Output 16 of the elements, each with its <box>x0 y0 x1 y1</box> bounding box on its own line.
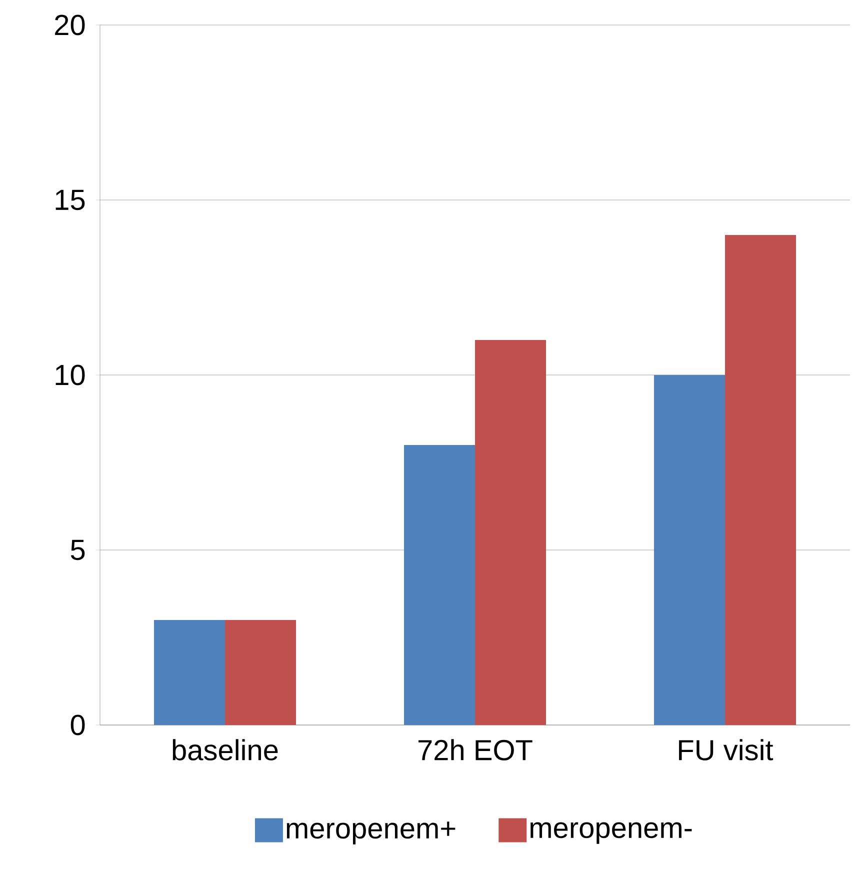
bar <box>654 375 726 725</box>
x-tick-label: baseline <box>172 739 278 760</box>
bar <box>404 444 476 725</box>
bar <box>225 620 296 725</box>
x-tick-label: FU visit <box>679 739 774 760</box>
y-tick-label: 5 <box>70 540 85 560</box>
bar <box>475 340 546 725</box>
bar <box>154 620 225 725</box>
bar <box>725 234 796 725</box>
y-tick-label: 10 <box>56 364 85 386</box>
y-tick-label: 20 <box>55 14 85 36</box>
legend-label: meropenem- <box>530 822 692 844</box>
y-tick-label: 0 <box>70 714 85 736</box>
x-tick-label: 72h EOT <box>418 739 532 760</box>
legend-label: meropenem+ <box>286 822 456 844</box>
y-tick-label: 15 <box>56 190 85 210</box>
